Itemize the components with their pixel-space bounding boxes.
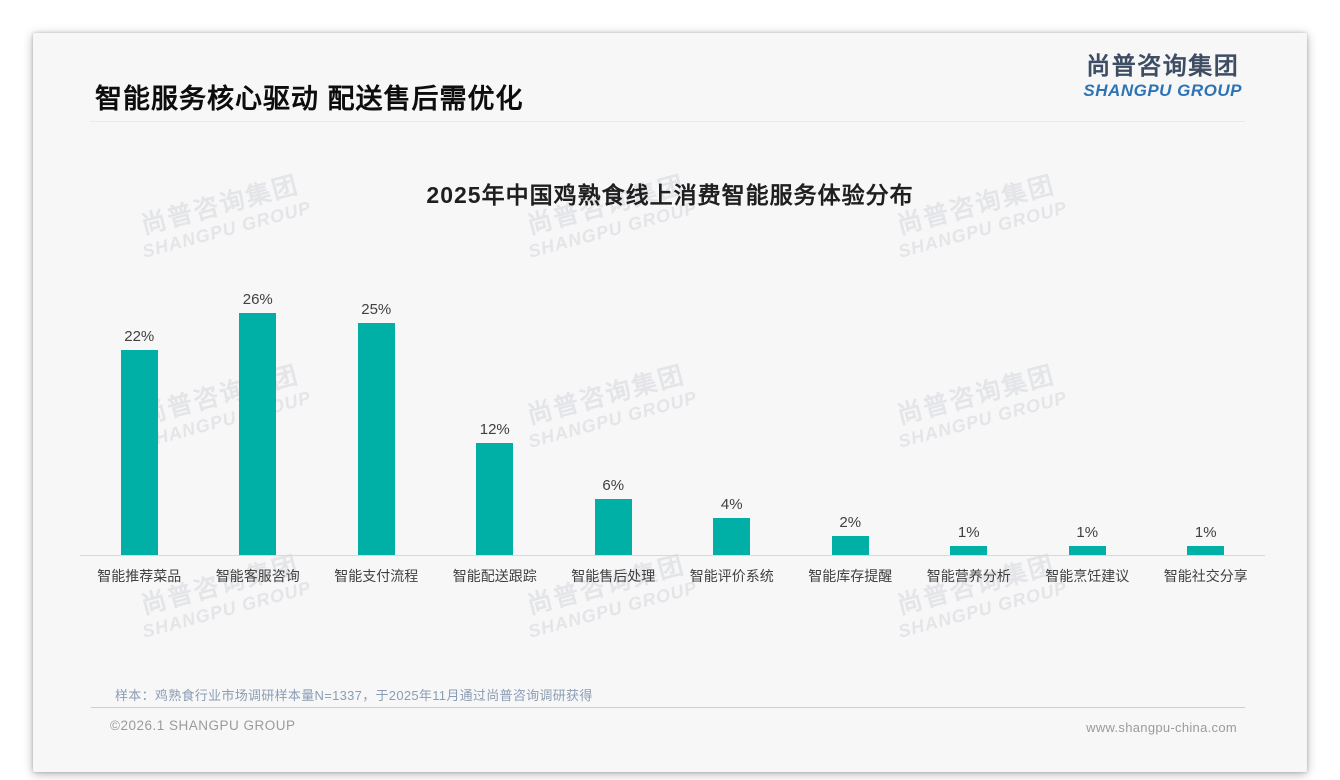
bar bbox=[239, 313, 277, 555]
category-label: 智能客服咨询 bbox=[215, 568, 300, 584]
bar bbox=[120, 350, 158, 555]
bar-slot: 25% bbox=[317, 280, 436, 555]
bar bbox=[357, 322, 395, 555]
category-label: 智能社交分享 bbox=[1163, 568, 1248, 584]
footer-divider bbox=[91, 707, 1245, 708]
bar-value-label: 22% bbox=[124, 328, 155, 346]
bar-value-label: 2% bbox=[839, 514, 862, 532]
bar-value-label: 26% bbox=[242, 291, 273, 309]
slide-card: 尚普咨询集团 SHANGPU GROUP 尚普咨询集团 SHANGPU GROUP 尚普… bbox=[33, 33, 1307, 772]
category-label: 智能营养分析 bbox=[926, 568, 1011, 584]
bar bbox=[594, 499, 632, 555]
logo-chinese-text: 尚普咨询集团 bbox=[1086, 53, 1240, 80]
bar-slot: 12% bbox=[436, 280, 555, 555]
watermark: 尚普咨询集团 SHANGPU GROUP bbox=[524, 550, 700, 642]
copyright-text: ©2026.1 SHANGPU GROUP bbox=[110, 718, 296, 733]
bar-value-label: 25% bbox=[361, 300, 392, 318]
category-axis: 智能推荐菜品 智能客服咨询 智能支付流程 智能配送跟踪 智能售后处理 智能评价系统 智能库存… bbox=[80, 566, 1265, 586]
bar bbox=[1187, 545, 1225, 555]
bar-slot: 1% bbox=[1028, 280, 1147, 555]
bar-value-label: 6% bbox=[602, 477, 625, 495]
bar-slot: 22% bbox=[80, 280, 199, 555]
logo-english-text: SHANGPU GROUP bbox=[1083, 81, 1242, 101]
bar-value-label: 4% bbox=[720, 495, 743, 513]
category-label: 智能配送跟踪 bbox=[452, 568, 537, 584]
bar-slot: 26% bbox=[199, 280, 318, 555]
category-label: 智能支付流程 bbox=[334, 568, 419, 584]
category-label: 智能售后处理 bbox=[571, 568, 656, 584]
page-title: 智能服务核心驱动 配送售后需优化 bbox=[95, 84, 524, 114]
category-label: 智能库存提醒 bbox=[808, 568, 893, 584]
company-logo: 尚普咨询集团 SHANGPU GROUP bbox=[1083, 53, 1242, 101]
bar-slot: 2% bbox=[791, 280, 910, 555]
category-label: 智能烹饪建议 bbox=[1045, 568, 1130, 584]
website-text: www.shangpu-china.com bbox=[1086, 720, 1237, 735]
bar-value-label: 1% bbox=[1194, 523, 1217, 541]
bar-value-label: 1% bbox=[1076, 523, 1099, 541]
bar bbox=[713, 517, 751, 555]
bar-slot: 6% bbox=[554, 280, 673, 555]
bar bbox=[831, 536, 869, 555]
bar bbox=[476, 443, 514, 555]
watermark: 尚普咨询集团 SHANGPU GROUP bbox=[894, 550, 1070, 642]
bar-value-label: 12% bbox=[479, 421, 510, 439]
bar bbox=[1068, 545, 1106, 555]
watermark: 尚普咨询集团 SHANGPU GROUP bbox=[138, 550, 314, 642]
bar-slot: 4% bbox=[673, 280, 792, 555]
chart-title: 2025年中国鸡熟食线上消费智能服务体验分布 bbox=[426, 182, 914, 208]
bar bbox=[950, 545, 988, 555]
bar-slot: 1% bbox=[1147, 280, 1266, 555]
sample-note: 样本：鸡熟食行业市场调研样本量N=1337，于2025年11月通过尚普咨询调研获… bbox=[115, 688, 593, 703]
plot-area: 22% 26% 25% 12% 6% 4% 2% 1% 1% 1% bbox=[80, 280, 1265, 555]
bar-slot: 1% bbox=[910, 280, 1029, 555]
bar-value-label: 1% bbox=[957, 523, 980, 541]
category-label: 智能评价系统 bbox=[689, 568, 774, 584]
header-divider bbox=[90, 121, 1245, 122]
category-label: 智能推荐菜品 bbox=[97, 568, 182, 584]
x-axis-line bbox=[80, 555, 1265, 556]
